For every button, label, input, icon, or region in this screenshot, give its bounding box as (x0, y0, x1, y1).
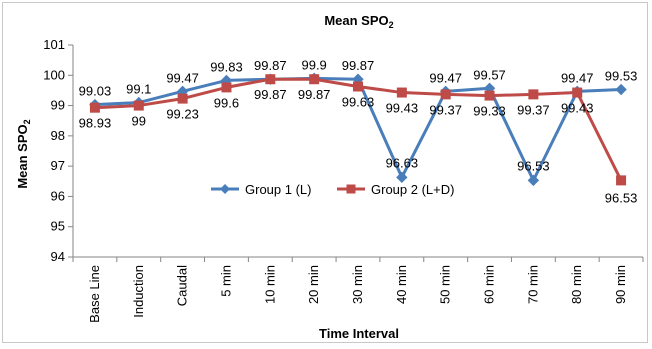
x-tick-label: 30 min (350, 265, 365, 304)
x-tick-label: 60 min (482, 265, 497, 304)
plot-area: 94 95 96 97 98 99 100 101 Base Line Induction Caud… (43, 37, 644, 323)
y-tick-label: 101 (43, 37, 65, 52)
chart-title: Mean SPO2 (324, 13, 393, 30)
data-point-g2 (89, 102, 100, 113)
data-label-g2: 99.87 (254, 87, 287, 102)
y-axis-title: Mean SPO2 (15, 119, 32, 188)
data-point-g2 (177, 93, 188, 104)
data-label-g1: 99.03 (79, 84, 112, 99)
data-label-g2: 99.63 (342, 94, 375, 109)
data-label-g1: 96.63 (386, 155, 419, 170)
x-tick-label: 80 min (569, 265, 584, 304)
y-tick-label: 95 (51, 219, 65, 234)
x-tick-label: 40 min (394, 265, 409, 304)
data-label-g2: 99.23 (166, 107, 199, 122)
legend: Group 1 (L) Group 2 (L+D) (211, 182, 454, 197)
data-point-g2 (265, 74, 276, 85)
data-label-g1: 99.57 (473, 67, 506, 82)
data-label-g2: 99.6 (214, 95, 239, 110)
data-label-g2: 99.33 (473, 104, 506, 119)
y-axis-title-group: Mean SPO2 (15, 119, 32, 188)
data-label-g1: 99.53 (605, 69, 638, 84)
x-tick-label: 50 min (438, 265, 453, 304)
line-chart: Mean SPO2 Mean SPO2 Time Interval 94 95 96… (15, 13, 644, 341)
y-tick-label: 97 (51, 158, 65, 173)
x-tick-label: 90 min (613, 265, 628, 304)
y-tick-label: 99 (51, 98, 65, 113)
data-label-g2: 99 (132, 114, 146, 129)
data-point-g2 (133, 100, 144, 111)
data-label-g2: 99.37 (429, 102, 462, 117)
data-label-g2: 99.43 (386, 101, 419, 116)
data-point-g1 (396, 171, 408, 184)
data-point-g2 (396, 87, 407, 98)
data-label-g1: 99.1 (126, 82, 151, 97)
data-label-g1: 96.53 (517, 158, 550, 173)
data-point-g2 (353, 81, 363, 92)
y-tick-label: 100 (43, 67, 65, 82)
data-point-g2 (221, 82, 232, 93)
legend-label-1: Group 1 (L) (245, 182, 311, 197)
data-point-g2 (440, 89, 451, 100)
data-point-g2 (528, 89, 539, 100)
data-label-g1: 99.83 (210, 59, 243, 74)
x-tick-label: 70 min (525, 265, 540, 304)
chart-frame: Mean SPO2 Mean SPO2 Time Interval 94 95 96… (2, 2, 648, 343)
data-label-g2: 96.53 (605, 190, 638, 205)
data-point-g2 (484, 90, 495, 101)
legend-marker-square (346, 184, 356, 194)
x-tick-label: Base Line (87, 265, 102, 323)
y-tick-label: 94 (51, 249, 65, 264)
data-label-g1: 99.47 (561, 70, 594, 85)
data-point-g2 (572, 87, 583, 98)
legend-marker-diamond (220, 184, 230, 194)
y-tick-label: 96 (51, 188, 65, 203)
x-tick-label: Induction (131, 265, 146, 318)
data-point-g1 (527, 174, 540, 187)
data-point-g2 (309, 74, 320, 85)
legend-label-2: Group 2 (L+D) (371, 182, 454, 197)
x-axis-title: Time Interval (319, 326, 399, 341)
data-label-g2: 99.87 (298, 87, 331, 102)
data-point-g2 (616, 175, 627, 186)
x-tick-label: 10 min (262, 265, 277, 304)
x-tick-label: 20 min (306, 265, 321, 304)
data-point-g1 (615, 83, 627, 96)
data-label-g1: 99.47 (166, 70, 199, 85)
data-label-g2: 99.43 (561, 101, 594, 116)
data-label-g2: 99.37 (517, 102, 550, 117)
y-tick-label: 98 (51, 128, 65, 143)
data-label-g1: 99.9 (301, 57, 326, 72)
x-tick-label: Caudal (175, 265, 190, 306)
x-tick-label: 5 min (218, 265, 233, 297)
data-label-g1: 99.87 (342, 58, 375, 73)
data-label-g1: 99.87 (254, 58, 287, 73)
data-label-g1: 99.47 (429, 70, 462, 85)
data-label-g2: 98.93 (79, 116, 112, 131)
